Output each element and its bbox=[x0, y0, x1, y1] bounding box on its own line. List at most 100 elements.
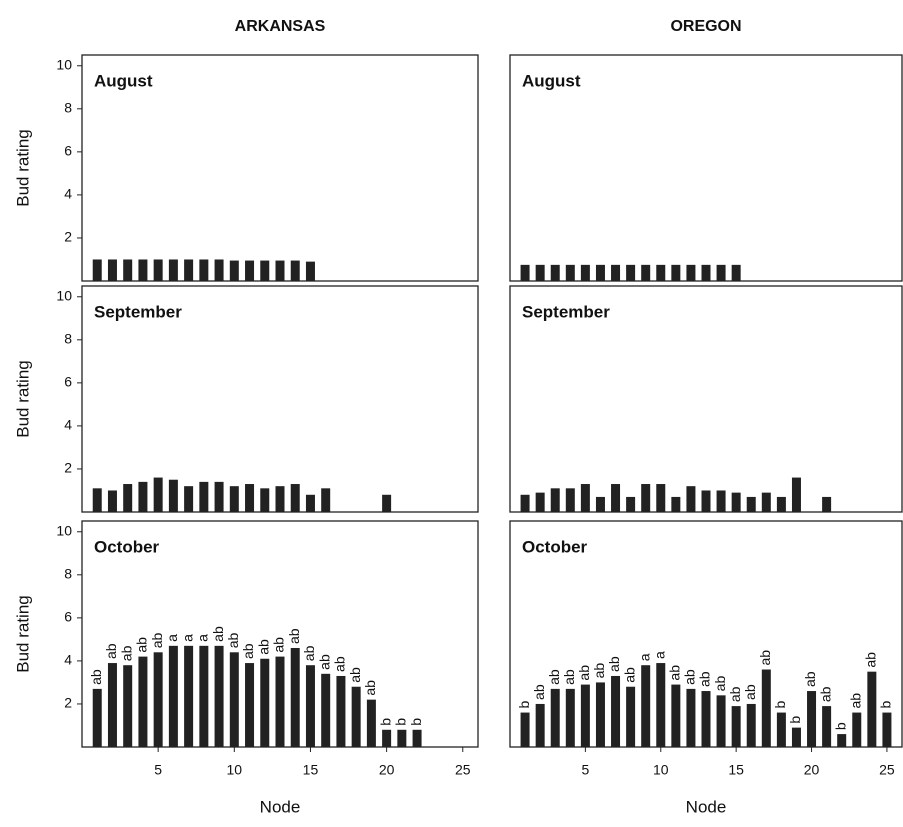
bar bbox=[520, 494, 530, 512]
bar bbox=[791, 477, 801, 512]
significance-letter: ab bbox=[561, 669, 577, 685]
bar bbox=[168, 259, 178, 281]
bar bbox=[336, 675, 346, 747]
y-tick-label: 2 bbox=[64, 229, 72, 245]
bar bbox=[731, 492, 741, 512]
significance-letter: ab bbox=[863, 652, 879, 668]
column-title: ARKANSAS bbox=[235, 18, 326, 35]
x-tick-label: 5 bbox=[154, 762, 162, 778]
significance-letter: ab bbox=[225, 633, 241, 649]
significance-letter: ab bbox=[742, 684, 758, 700]
y-axis-label: Bud rating bbox=[13, 129, 32, 207]
bar bbox=[882, 712, 892, 747]
y-tick-label: 10 bbox=[56, 522, 72, 538]
significance-letter: b bbox=[878, 701, 894, 709]
significance-letter: ab bbox=[591, 663, 607, 679]
bar bbox=[290, 260, 300, 281]
significance-letter: a bbox=[651, 651, 667, 659]
significance-letter: ab bbox=[847, 693, 863, 709]
bar bbox=[184, 259, 194, 281]
bar bbox=[245, 260, 255, 281]
significance-letter: ab bbox=[682, 669, 698, 685]
bar bbox=[550, 488, 560, 512]
y-tick-label: 4 bbox=[64, 186, 72, 202]
bar bbox=[535, 264, 545, 281]
significance-letter: ab bbox=[817, 686, 833, 702]
significance-letter: ab bbox=[301, 645, 317, 661]
bar bbox=[260, 658, 270, 747]
significance-letter: b bbox=[408, 718, 424, 726]
y-tick-label: 6 bbox=[64, 374, 72, 390]
bar bbox=[746, 496, 756, 512]
bar bbox=[701, 264, 711, 281]
bar bbox=[305, 665, 315, 747]
bar bbox=[305, 261, 315, 281]
significance-letter: a bbox=[164, 634, 180, 642]
y-axis-label: Bud rating bbox=[13, 595, 32, 673]
significance-letter: ab bbox=[546, 669, 562, 685]
significance-letter: ab bbox=[531, 684, 547, 700]
bar bbox=[626, 686, 636, 747]
bar bbox=[275, 486, 285, 512]
bar bbox=[565, 688, 575, 747]
bar bbox=[716, 490, 726, 512]
y-tick-label: 6 bbox=[64, 609, 72, 625]
significance-letter: ab bbox=[576, 665, 592, 681]
significance-letter: ab bbox=[118, 645, 134, 661]
bar bbox=[641, 264, 651, 281]
bar bbox=[321, 673, 331, 747]
column-title: OREGON bbox=[670, 18, 741, 35]
y-tick-label: 2 bbox=[64, 695, 72, 711]
significance-letter: ab bbox=[255, 639, 271, 655]
y-tick-label: 10 bbox=[56, 56, 72, 72]
significance-letter: ab bbox=[240, 643, 256, 659]
significance-letter: ab bbox=[727, 686, 743, 702]
bar bbox=[260, 488, 270, 512]
bar bbox=[92, 488, 102, 512]
significance-letter: ab bbox=[149, 633, 165, 649]
x-axis-label: Node bbox=[260, 797, 301, 816]
significance-letter: ab bbox=[316, 654, 332, 670]
y-tick-label: 8 bbox=[64, 566, 72, 582]
bar bbox=[731, 264, 741, 281]
bar bbox=[686, 688, 696, 747]
bar bbox=[641, 665, 651, 747]
bar bbox=[595, 682, 605, 747]
significance-letter: ab bbox=[606, 656, 622, 672]
bar bbox=[761, 669, 771, 747]
bar bbox=[852, 712, 862, 747]
bar bbox=[671, 496, 681, 512]
significance-letter: ab bbox=[697, 671, 713, 687]
panel-label: October bbox=[94, 537, 160, 556]
bar bbox=[776, 712, 786, 747]
bar bbox=[520, 712, 530, 747]
bar bbox=[595, 496, 605, 512]
x-axis-label: Node bbox=[686, 797, 727, 816]
bar bbox=[366, 699, 376, 747]
significance-letter: a bbox=[195, 634, 211, 642]
bar bbox=[550, 688, 560, 747]
bar bbox=[229, 486, 239, 512]
bar bbox=[184, 486, 194, 512]
x-tick-label: 25 bbox=[455, 762, 471, 778]
bar bbox=[611, 264, 621, 281]
bar bbox=[107, 663, 117, 747]
x-tick-label: 15 bbox=[303, 762, 319, 778]
bar bbox=[199, 259, 209, 281]
bar bbox=[701, 691, 711, 747]
bar bbox=[565, 488, 575, 512]
bar bbox=[686, 486, 696, 512]
significance-letter: ab bbox=[802, 671, 818, 687]
bar bbox=[595, 264, 605, 281]
bar bbox=[701, 490, 711, 512]
bar bbox=[168, 479, 178, 512]
y-tick-label: 4 bbox=[64, 417, 72, 433]
bar bbox=[123, 259, 133, 281]
y-tick-label: 4 bbox=[64, 652, 72, 668]
bar bbox=[92, 259, 102, 281]
bar bbox=[535, 703, 545, 747]
bar bbox=[214, 645, 224, 747]
bar bbox=[153, 652, 163, 747]
bar bbox=[716, 695, 726, 747]
significance-letter: b bbox=[772, 701, 788, 709]
